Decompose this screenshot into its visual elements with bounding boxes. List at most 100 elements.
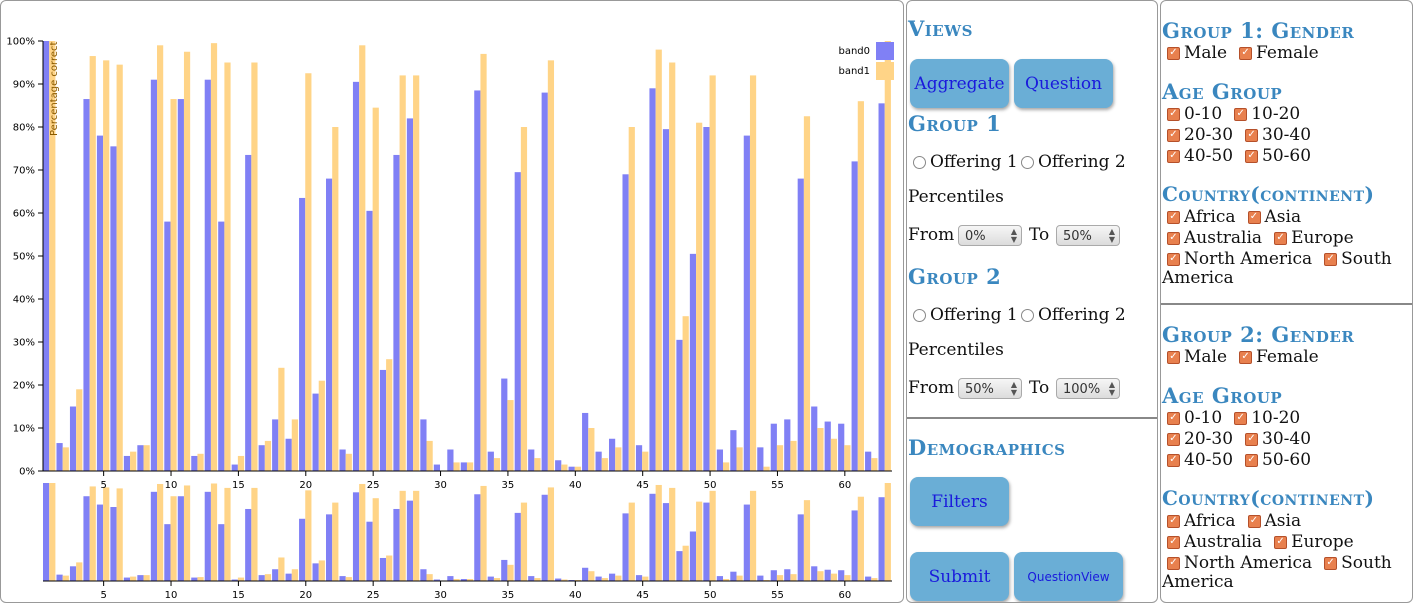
main-bar-band0	[487, 451, 494, 471]
checkbox-icon: ✓	[1167, 129, 1180, 142]
g1-age-40-50-checkbox[interactable]: ✓ 40-50	[1167, 146, 1233, 166]
g2-male-checkbox[interactable]: ✓ Male	[1167, 347, 1227, 367]
context-x-tick-label: 40	[569, 590, 582, 601]
checkbox-icon: ✓	[1167, 253, 1180, 266]
g2-age-20-30-checkbox[interactable]: ✓ 20-30	[1167, 429, 1233, 449]
g2-australia-checkbox[interactable]: ✓ Australia	[1167, 532, 1262, 552]
y-tick-label: 90%	[13, 80, 35, 91]
checkbox-label: 30-40	[1262, 429, 1312, 449]
g2-asia-checkbox[interactable]: ✓ Asia	[1247, 511, 1301, 531]
g1-australia-checkbox[interactable]: ✓ Australia	[1167, 228, 1262, 248]
main-bar-band1	[776, 445, 784, 471]
context-bar-band0	[191, 577, 198, 581]
main-bar-band0	[784, 419, 791, 471]
g2-female-checkbox[interactable]: ✓ Female	[1239, 347, 1319, 367]
checkbox-label: Europe	[1291, 532, 1354, 552]
g2-north-america-checkbox[interactable]: ✓ North America	[1167, 553, 1312, 573]
group2-offering1-radio[interactable]: Offering 1	[913, 305, 1018, 325]
g1-age-0-10-checkbox[interactable]: ✓ 0-10	[1167, 104, 1222, 124]
g2-age-10-20-checkbox[interactable]: ✓ 10-20	[1234, 408, 1300, 428]
g1-south-america-checkbox[interactable]: ✓ South	[1324, 249, 1392, 269]
aggregate-button[interactable]: Aggregate	[910, 59, 1009, 108]
questionview-button[interactable]: QuestionView	[1014, 552, 1123, 601]
context-bar-band1	[682, 545, 689, 581]
main-bar-band0	[231, 464, 238, 471]
main-bar-band0	[69, 406, 77, 471]
context-bar-band0	[285, 573, 292, 581]
main-bar-band1	[157, 45, 164, 472]
g2-age-40-50-checkbox[interactable]: ✓ 40-50	[1167, 450, 1233, 470]
radio-label: Offering 1	[930, 305, 1018, 325]
main-bar-band1	[723, 462, 730, 471]
main-bar-band1	[628, 127, 635, 471]
g2-south-america-checkbox[interactable]: ✓ South	[1324, 553, 1392, 573]
g1-age-50-60-checkbox[interactable]: ✓ 50-60	[1245, 146, 1311, 166]
g2-age-30-40-checkbox[interactable]: ✓ 30-40	[1245, 429, 1311, 449]
main-bar-band0	[123, 455, 131, 471]
spinner-value: 100%	[1063, 382, 1101, 397]
context-bar-band0	[366, 521, 373, 581]
checkbox-label: 20-30	[1184, 429, 1234, 449]
main-bar-band0	[743, 135, 750, 471]
x-tick-label: 30	[434, 480, 447, 491]
main-bar-band0	[501, 378, 508, 471]
context-bar-band1	[561, 579, 568, 581]
g1-africa-checkbox[interactable]: ✓ Africa	[1167, 207, 1236, 227]
main-bar-band0	[258, 445, 265, 471]
main-bar-band1	[116, 64, 123, 472]
context-bar-band1	[318, 560, 325, 581]
g1-male-checkbox[interactable]: ✓ Male	[1167, 43, 1227, 63]
filters-button[interactable]: Filters	[910, 477, 1009, 526]
main-bar-band1	[884, 41, 891, 471]
main-bar-band1	[547, 60, 555, 471]
group1-offering1-radio[interactable]: Offering 1	[913, 152, 1018, 172]
g1-south-america-wrap: America	[1162, 268, 1234, 288]
main-bar-band1	[790, 440, 797, 471]
context-bar-band0	[447, 576, 454, 581]
question-button[interactable]: Question	[1014, 59, 1113, 108]
context-bar-band0	[312, 563, 319, 581]
main-bar-band0	[96, 135, 104, 471]
main-bar-band1	[601, 458, 608, 471]
main-bar-band1	[655, 49, 662, 471]
g2-age-50-60-checkbox[interactable]: ✓ 50-60	[1245, 450, 1311, 470]
context-bar-band0	[528, 576, 535, 581]
spinner-arrows-icon: ▲ ▼	[1108, 380, 1115, 397]
checkbox-icon: ✓	[1239, 351, 1253, 364]
main-bar-band1	[736, 447, 743, 471]
g1-age-20-30-checkbox[interactable]: ✓ 20-30	[1167, 125, 1233, 145]
g1-age-10-20-checkbox[interactable]: ✓ 10-20	[1234, 104, 1300, 124]
spinner-arrows-icon: ▲ ▼	[1010, 227, 1017, 244]
context-bar-band0	[501, 559, 508, 581]
g2-age-0-10-checkbox[interactable]: ✓ 0-10	[1167, 408, 1222, 428]
context-bar-band1	[871, 578, 878, 581]
group2-to-spinner[interactable]: 100% ▲ ▼	[1056, 378, 1120, 399]
checkbox-label: 0-10	[1184, 104, 1223, 124]
y-tick-label: 10%	[13, 424, 35, 435]
checkbox-icon: ✓	[1245, 454, 1259, 467]
group1-offering2-radio[interactable]: Offering 2	[1021, 152, 1126, 172]
context-x-tick-label: 60	[838, 590, 851, 601]
g1-age-30-40-checkbox[interactable]: ✓ 30-40	[1245, 125, 1311, 145]
group1-from-spinner[interactable]: 0% ▲ ▼	[958, 225, 1022, 246]
checkbox-icon: ✓	[1239, 47, 1253, 60]
context-bar-band1	[790, 574, 797, 581]
g1-europe-checkbox[interactable]: ✓ Europe	[1274, 228, 1354, 248]
g1-asia-checkbox[interactable]: ✓ Asia	[1247, 207, 1301, 227]
main-bar-band0	[797, 178, 804, 471]
g1-female-checkbox[interactable]: ✓ Female	[1239, 43, 1319, 63]
main-bar-band1	[453, 462, 460, 471]
checkbox-icon: ✓	[1167, 536, 1180, 549]
g1-north-america-checkbox[interactable]: ✓ North America	[1167, 249, 1312, 269]
group2-from-spinner[interactable]: 50% ▲ ▼	[958, 378, 1022, 399]
g2-africa-checkbox[interactable]: ✓ Africa	[1167, 511, 1236, 531]
main-bar-band1	[76, 389, 83, 471]
legend-label-band0: band0	[838, 46, 870, 57]
main-bar-band0	[838, 423, 845, 471]
context-bar-band0	[730, 571, 737, 581]
submit-button[interactable]: Submit	[910, 552, 1009, 601]
g2-europe-checkbox[interactable]: ✓ Europe	[1274, 532, 1354, 552]
group1-to-spinner[interactable]: 50% ▲ ▼	[1056, 225, 1120, 246]
group2-offering2-radio[interactable]: Offering 2	[1021, 305, 1126, 325]
group2-country-heading: Country(continent)	[1162, 486, 1375, 510]
